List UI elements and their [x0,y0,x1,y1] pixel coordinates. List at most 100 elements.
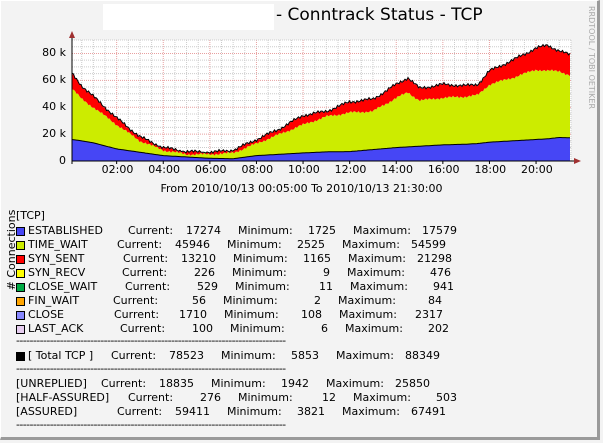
legend-swatch [16,227,25,236]
maximum-value: 84 [428,294,442,307]
current-value: 78523 [169,349,204,362]
maximum-label: Maximum: [336,349,394,362]
separator: ----------------------------------------… [16,362,286,375]
x-tick-label: 06:00 [194,163,227,176]
separator: ----------------------------------------… [16,418,286,431]
x-tick-label: 08:00 [241,163,274,176]
minimum-value: 1165 [303,252,331,265]
legend-label: SYN_SENT [28,252,85,265]
current-label: Current: [123,252,169,265]
minimum-label: Minimum: [227,405,282,418]
current-label: Current: [114,308,160,321]
area-time-wait [72,69,570,159]
minimum-label: Minimum: [211,377,266,390]
current-value: 226 [194,266,215,279]
maximum-label: Maximum: [353,391,411,404]
maximum-label: Maximum: [342,238,400,251]
x-tick-label: 02:00 [101,163,134,176]
y-tick-label: 0 [59,154,66,167]
legend-swatch [16,352,25,361]
legend-swatch [16,255,25,264]
maximum-value: 54599 [411,238,446,251]
y-tick-label: 60 k [42,73,66,87]
line-total-tcp [71,43,571,154]
legend-swatch [16,297,25,306]
current-label: Current: [117,238,163,251]
current-value: 17274 [186,224,221,237]
line-established [71,137,570,160]
legend-label: ESTABLISHED [28,224,103,237]
maximum-label: Maximum: [353,224,411,237]
legend-label: [UNREPLIED] [16,377,87,390]
legend-swatch [16,269,25,278]
current-label: Current: [128,391,174,404]
maximum-label: Maximum: [326,377,384,390]
current-label: Current: [120,322,166,335]
x-tick-label: 18:00 [474,163,507,176]
maximum-label: Maximum: [348,252,406,265]
rrdtool-watermark: RRDTOOL / TOBI OETIKER [587,6,596,110]
x-tick-label: 20:00 [521,163,553,176]
minimum-label: Minimum: [238,224,293,237]
minimum-value: 6 [321,322,328,335]
maximum-label: Maximum: [342,405,400,418]
legend-label: FIN_WAIT [28,294,80,307]
redacted-hostname [103,4,274,30]
minimum-value: 12 [322,391,336,404]
legend-swatch [16,283,25,292]
minimum-value: 1725 [308,224,336,237]
legend-label: CLOSE_WAIT [28,280,98,293]
maximum-value: 202 [428,322,449,335]
minimum-label: Minimum: [223,294,278,307]
x-tick-label: 12:00 [334,163,367,176]
maximum-value: 21298 [417,252,452,265]
maximum-value: 503 [436,391,457,404]
current-label: Current: [117,405,163,418]
current-value: 13210 [181,252,216,265]
x-tick-label: 10:00 [288,163,320,176]
current-value: 56 [192,294,206,307]
current-value: 529 [197,280,218,293]
legend-header: [TCP] [16,209,45,222]
minimum-label: Minimum: [238,391,293,404]
current-label: Current: [111,349,157,362]
minimum-label: Minimum: [227,238,282,251]
current-label: Current: [125,280,171,293]
legend-label: SYN_RECV [28,266,86,279]
legend-label: TIME_WAIT [28,238,88,251]
maximum-value: 476 [430,266,451,279]
maximum-value: 88349 [405,349,440,362]
current-value: 45946 [175,238,210,251]
x-tick-label: 04:00 [148,163,180,176]
current-label: Current: [122,266,168,279]
x-axis-arrow [574,158,581,164]
minimum-label: Minimum: [230,322,285,335]
maximum-value: 17579 [422,224,457,237]
minimum-value: 9 [323,266,330,279]
maximum-value: 67491 [411,405,446,418]
current-value: 59411 [175,405,210,418]
minimum-label: Minimum: [232,266,287,279]
current-label: Current: [128,224,174,237]
maximum-label: Maximum: [347,266,405,279]
minimum-value: 5853 [291,349,319,362]
minimum-label: Minimum: [235,280,290,293]
maximum-value: 25850 [395,377,430,390]
x-tick-label: 14:00 [381,163,413,176]
y-tick-label: 80 k [42,46,66,60]
chart-plot [69,31,581,164]
y-tick-label: 40 k [42,100,66,114]
maximum-label: Maximum: [338,294,396,307]
time-range-label: From 2010/10/13 00:05:00 To 2010/10/13 2… [160,182,443,195]
chart-title: - Conntrack Status - TCP [276,5,483,25]
minimum-label: Minimum: [221,349,276,362]
maximum-value: 2317 [415,308,443,321]
minimum-value: 2525 [297,238,325,251]
legend-label: CLOSE [28,308,65,321]
minimum-label: Minimum: [224,308,279,321]
legend-label: LAST_ACK [28,322,84,335]
current-value: 1710 [179,308,207,321]
minimum-label: Minimum: [233,252,288,265]
separator: ----------------------------------------… [16,334,286,347]
area-established [72,137,570,161]
